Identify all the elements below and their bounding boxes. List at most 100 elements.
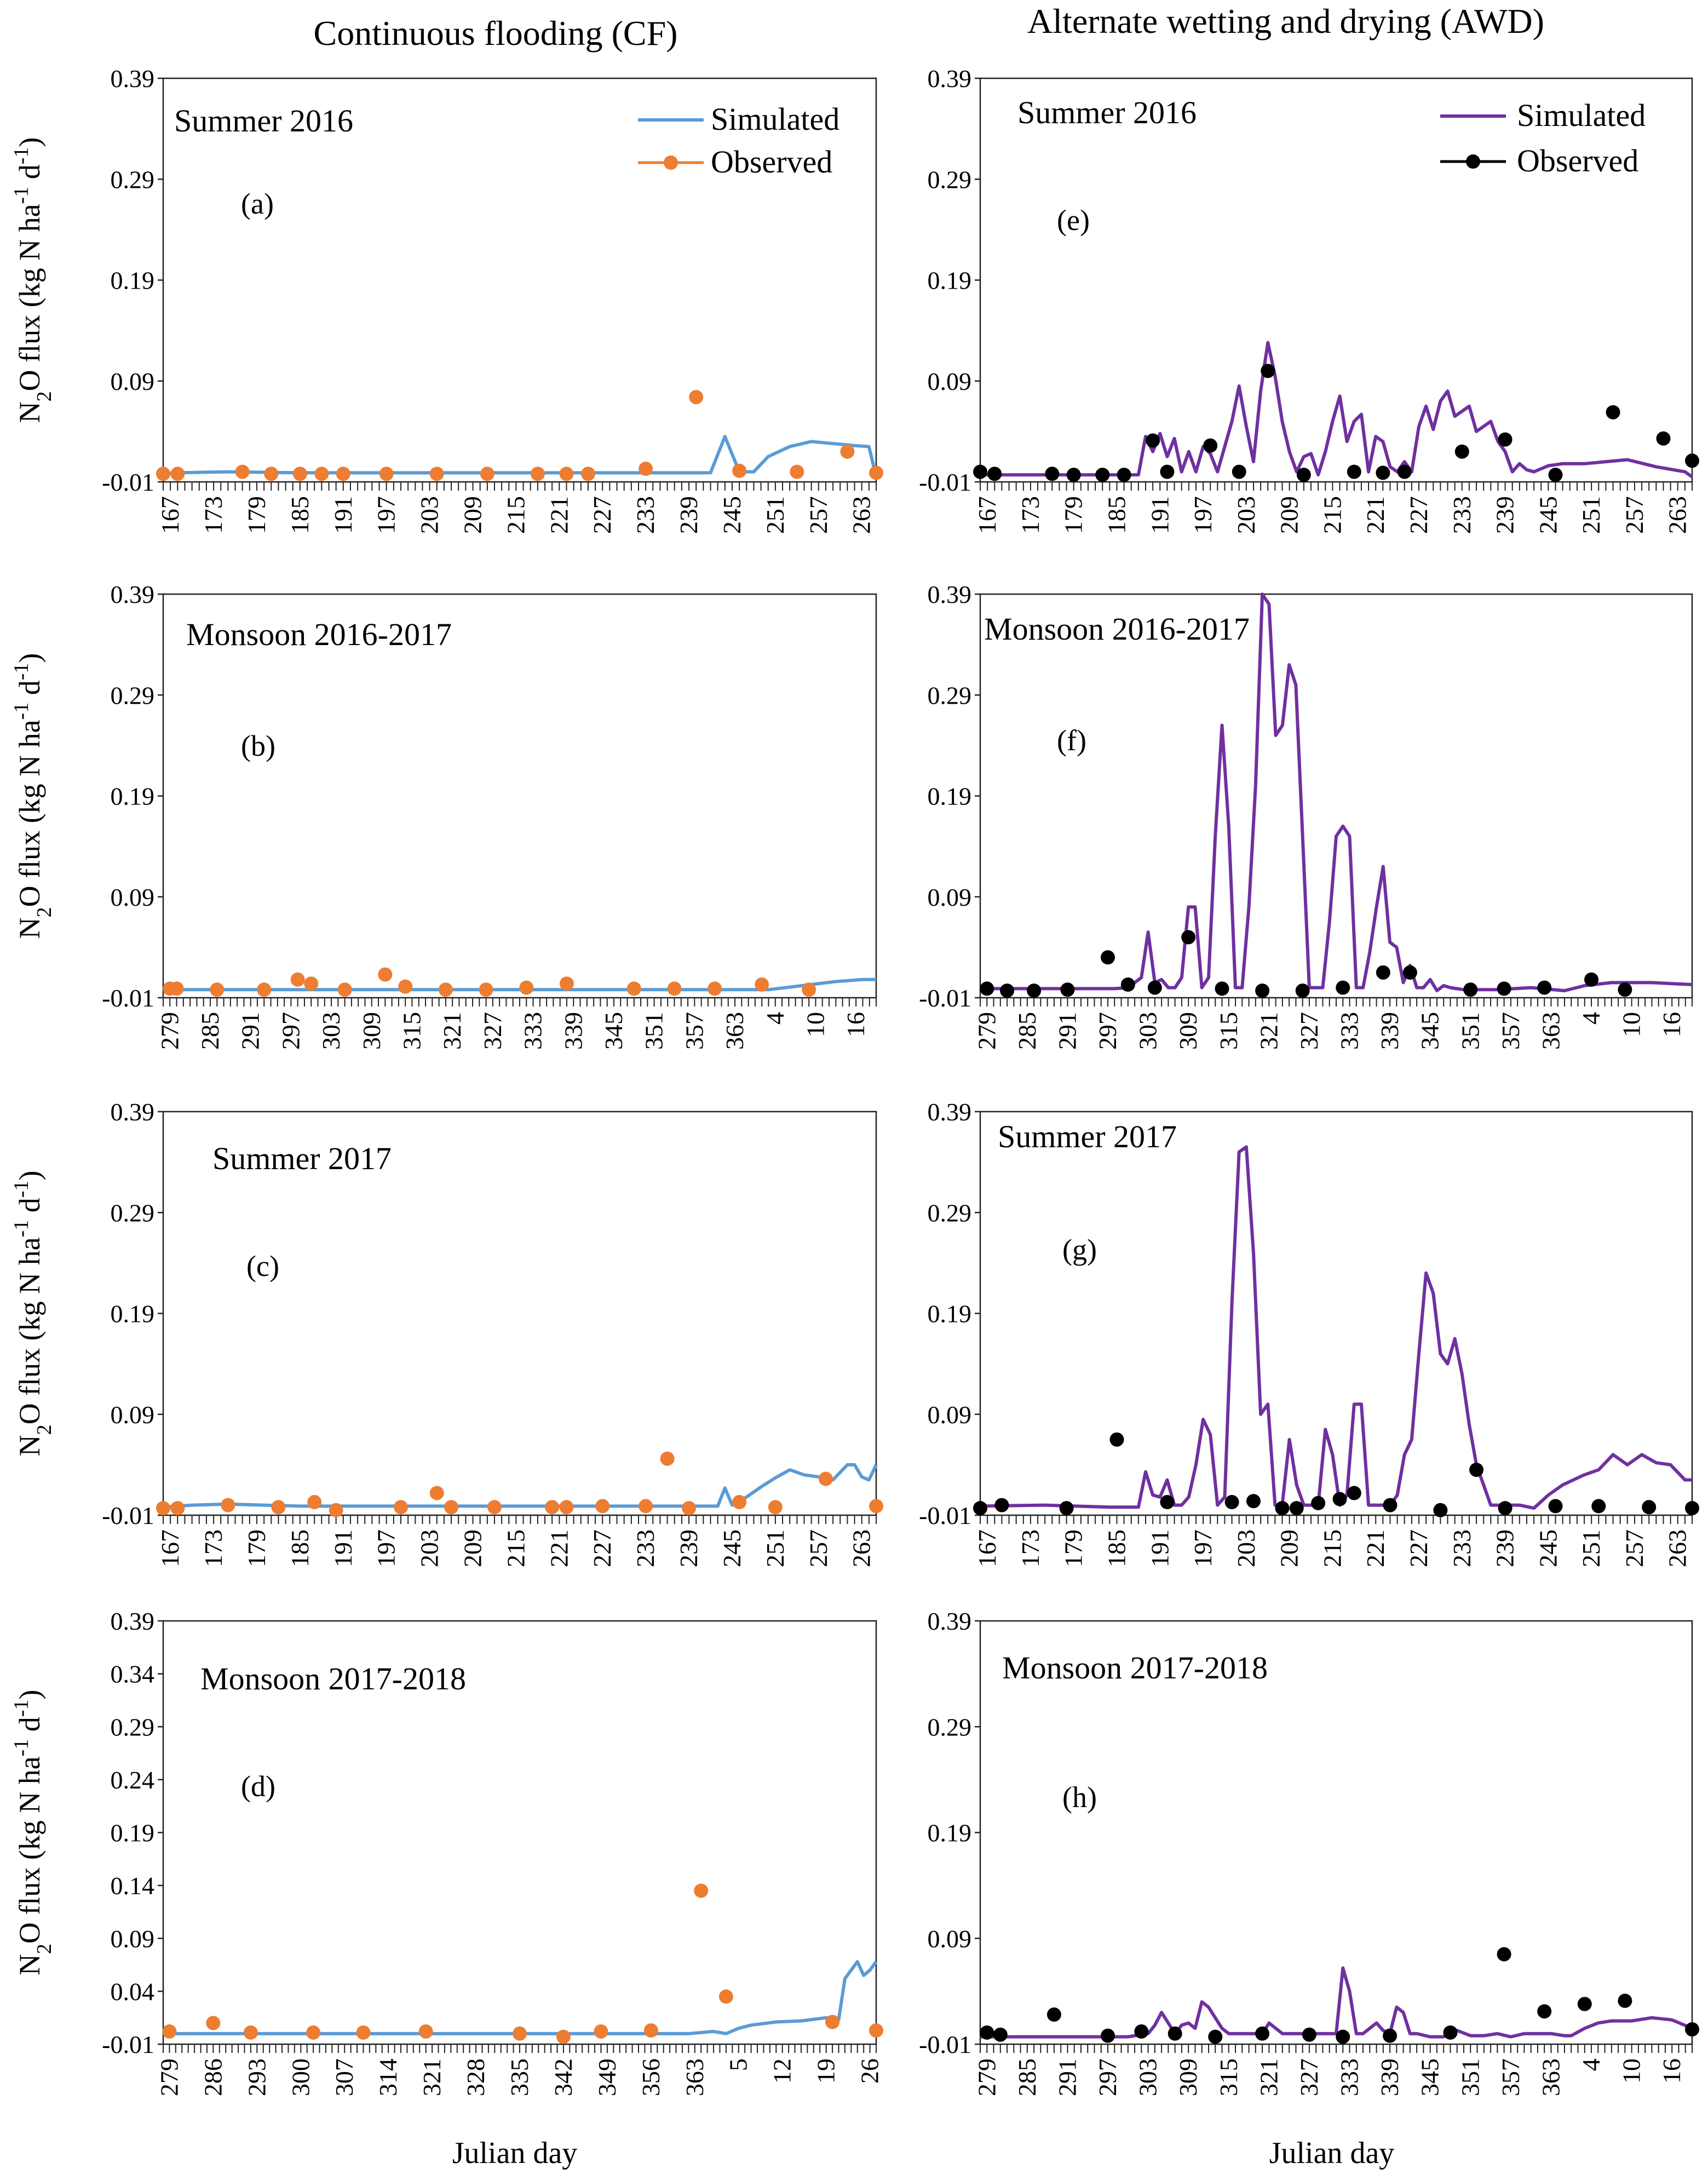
observed-point xyxy=(869,1499,883,1514)
observed-point xyxy=(271,1500,286,1515)
x-tick-label: 197 xyxy=(1189,1529,1217,1567)
observed-point xyxy=(1296,468,1311,482)
observed-point xyxy=(1591,1499,1606,1514)
y-axis-label: N2O flux (kg N ha-1 d-1) xyxy=(10,137,56,423)
observed-point xyxy=(1685,2022,1699,2037)
y-tick-label: 0.39 xyxy=(928,580,972,608)
y-tick-label: 0.14 xyxy=(111,1872,155,1900)
legend-observed-swatch xyxy=(1466,154,1480,169)
observed-point xyxy=(1537,2004,1552,2019)
y-tick-label: 0.09 xyxy=(111,1401,155,1429)
observed-point xyxy=(1160,464,1175,479)
x-tick-label: 173 xyxy=(199,1529,227,1567)
panel-letter: (h) xyxy=(1062,1781,1097,1814)
y-tick-label: 0.19 xyxy=(928,783,972,810)
observed-point xyxy=(1275,1501,1290,1516)
period-label: Monsoon 2016-2017 xyxy=(984,611,1250,647)
observed-point xyxy=(170,467,185,481)
plot-frame xyxy=(979,593,1693,999)
y-tick-label: -0.01 xyxy=(919,2031,971,2058)
y-tick-label: -0.01 xyxy=(102,1502,154,1529)
x-tick-label: 245 xyxy=(1534,1529,1562,1567)
observed-point xyxy=(869,465,883,480)
x-tick-label: 179 xyxy=(243,496,271,534)
observed-point xyxy=(1289,1501,1304,1516)
observed-point xyxy=(1656,431,1671,446)
x-tick-label: 263 xyxy=(1664,496,1692,534)
x-tick-label: 251 xyxy=(761,1529,789,1567)
observed-point xyxy=(1642,1500,1657,1515)
observed-point xyxy=(337,982,352,997)
x-tick-label: 345 xyxy=(1416,2058,1444,2096)
x-tick-label: 185 xyxy=(1102,1529,1130,1567)
x-tick-label: 339 xyxy=(559,1012,587,1050)
observed-point xyxy=(987,467,1002,481)
plot-frame xyxy=(979,1111,1693,1516)
x-tick-label: 297 xyxy=(1094,1012,1122,1050)
simulated-series-line xyxy=(980,593,1693,993)
x-tick-label: 257 xyxy=(1620,496,1648,534)
observed-point xyxy=(1397,464,1412,479)
observed-point xyxy=(169,981,184,996)
simulated-series-line xyxy=(163,1960,878,2035)
observed-point xyxy=(1134,2024,1149,2039)
panel-letter: (f) xyxy=(1057,724,1086,757)
observed-point xyxy=(1181,930,1196,945)
simulated-series-line xyxy=(163,1463,878,1509)
x-tick-label: 342 xyxy=(549,2058,577,2096)
observed-point xyxy=(378,967,393,982)
x-tick-label: 179 xyxy=(1060,496,1088,534)
x-tick-label: 203 xyxy=(416,1529,444,1567)
period-label: Summer 2016 xyxy=(1017,95,1197,130)
y-tick-label: 0.39 xyxy=(928,1607,972,1635)
x-tick-label: 227 xyxy=(1405,496,1433,534)
y-tick-label: 0.39 xyxy=(928,1098,972,1126)
y-axis-label: N2O flux (kg N ha-1 d-1) xyxy=(10,1690,56,1976)
observed-point xyxy=(840,444,855,459)
x-tick-label: 263 xyxy=(1664,1529,1692,1567)
y-tick-label: 0.29 xyxy=(928,1713,972,1741)
x-tick-label: 26 xyxy=(856,2058,884,2084)
observed-point xyxy=(480,467,494,481)
observed-point xyxy=(595,1499,610,1514)
observed-point xyxy=(170,1501,185,1516)
observed-point xyxy=(1347,1486,1361,1500)
x-tick-label: 257 xyxy=(804,496,832,534)
x-tick-label: 349 xyxy=(593,2058,621,2096)
observed-point xyxy=(1433,1503,1448,1517)
panel-letter: (c) xyxy=(246,1250,279,1282)
observed-point xyxy=(1246,1494,1261,1509)
x-tick-label: 173 xyxy=(1016,1529,1044,1567)
observed-point xyxy=(973,464,987,479)
x-tick-label: 185 xyxy=(1102,496,1130,534)
y-tick-label: 0.09 xyxy=(928,883,972,911)
panel-letter: (e) xyxy=(1057,204,1090,237)
observed-point xyxy=(559,976,574,991)
x-tick-label: 315 xyxy=(1215,1012,1243,1050)
observed-point xyxy=(1336,2029,1350,2044)
observed-point xyxy=(994,1498,1009,1512)
x-tick-label: 279 xyxy=(973,1012,1000,1050)
x-tick-label: 191 xyxy=(1146,496,1174,534)
observed-point xyxy=(1295,983,1310,998)
x-tick-label: 363 xyxy=(681,2058,709,2096)
x-tick-label: 328 xyxy=(462,2058,490,2096)
legend-observed-label: Observed xyxy=(1517,143,1638,179)
simulated-series-line xyxy=(980,341,1693,479)
observed-point xyxy=(1469,1463,1484,1477)
x-tick-label: 333 xyxy=(1336,1012,1364,1050)
plot-frame xyxy=(162,77,877,483)
x-tick-label: 239 xyxy=(675,1529,703,1567)
observed-point xyxy=(1685,1501,1699,1516)
x-tick-label: 263 xyxy=(848,496,876,534)
x-tick-label: 303 xyxy=(1134,1012,1162,1050)
x-tick-label: 173 xyxy=(199,496,227,534)
observed-point xyxy=(993,2027,1008,2042)
y-tick-label: 0.34 xyxy=(111,1660,155,1688)
observed-point xyxy=(1255,2026,1270,2041)
observed-point xyxy=(1376,465,1390,480)
x-tick-label: 257 xyxy=(804,1529,832,1567)
observed-point xyxy=(973,1501,987,1516)
y-tick-label: 0.39 xyxy=(111,65,155,93)
